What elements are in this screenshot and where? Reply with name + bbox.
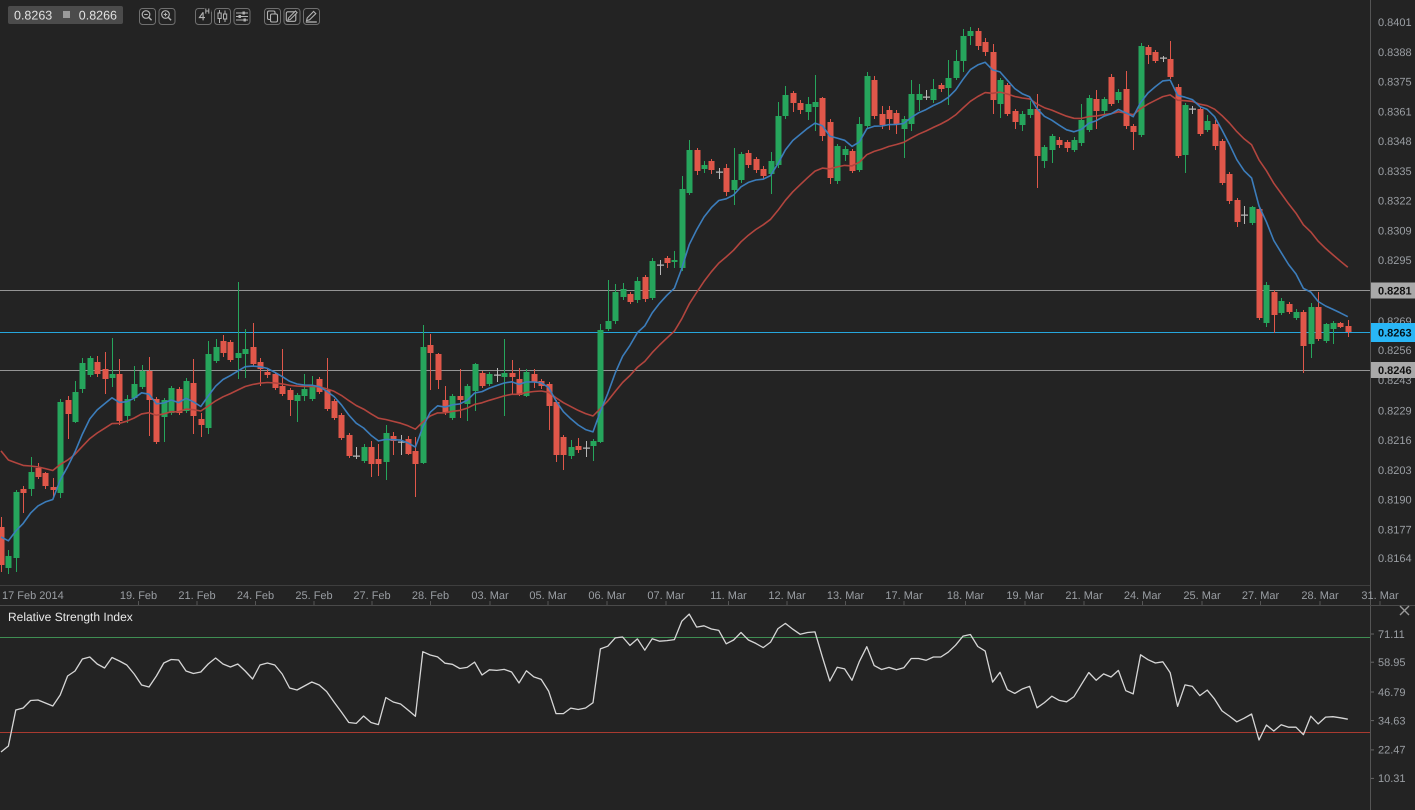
svg-text:18. Mar: 18. Mar xyxy=(947,590,985,602)
svg-text:71.11: 71.11 xyxy=(1378,629,1405,641)
svg-text:0.8177: 0.8177 xyxy=(1378,525,1412,537)
svg-text:0.8229: 0.8229 xyxy=(1378,405,1412,417)
svg-text:0.8256: 0.8256 xyxy=(1378,345,1412,357)
svg-text:25. Feb: 25. Feb xyxy=(295,590,332,602)
svg-text:0.8309: 0.8309 xyxy=(1378,225,1412,237)
svg-text:24. Mar: 24. Mar xyxy=(1124,590,1162,602)
svg-text:Relative Strength Index: Relative Strength Index xyxy=(8,610,133,624)
svg-text:0.8361: 0.8361 xyxy=(1378,106,1412,118)
svg-text:17. Mar: 17. Mar xyxy=(885,590,923,602)
svg-text:03. Mar: 03. Mar xyxy=(471,590,509,602)
svg-text:21. Mar: 21. Mar xyxy=(1065,590,1103,602)
svg-text:0.8164: 0.8164 xyxy=(1378,553,1412,565)
svg-text:0.8190: 0.8190 xyxy=(1378,495,1412,507)
svg-text:0.8348: 0.8348 xyxy=(1378,136,1412,148)
svg-text:0.8295: 0.8295 xyxy=(1378,255,1412,267)
svg-text:0.8401: 0.8401 xyxy=(1378,17,1412,29)
svg-text:22.47: 22.47 xyxy=(1378,745,1406,757)
svg-text:0.8246: 0.8246 xyxy=(1378,365,1412,377)
svg-text:24. Feb: 24. Feb xyxy=(237,590,274,602)
svg-text:0.8266: 0.8266 xyxy=(79,9,117,23)
svg-text:0.8281: 0.8281 xyxy=(1378,285,1412,297)
svg-text:06. Mar: 06. Mar xyxy=(588,590,626,602)
svg-text:46.79: 46.79 xyxy=(1378,687,1406,699)
svg-text:0.8203: 0.8203 xyxy=(1378,465,1412,477)
svg-text:19. Mar: 19. Mar xyxy=(1006,590,1044,602)
svg-text:21. Feb: 21. Feb xyxy=(178,590,215,602)
svg-text:0.8263: 0.8263 xyxy=(14,9,52,23)
svg-text:28. Mar: 28. Mar xyxy=(1301,590,1339,602)
svg-text:27. Feb: 27. Feb xyxy=(353,590,390,602)
svg-text:58.95: 58.95 xyxy=(1378,657,1406,669)
svg-text:0.8263: 0.8263 xyxy=(1378,327,1412,339)
svg-text:0.8216: 0.8216 xyxy=(1378,435,1412,447)
svg-text:19. Feb: 19. Feb xyxy=(120,590,157,602)
svg-text:13. Mar: 13. Mar xyxy=(827,590,865,602)
svg-text:0.8375: 0.8375 xyxy=(1378,77,1412,89)
svg-text:12. Mar: 12. Mar xyxy=(768,590,806,602)
svg-text:28. Feb: 28. Feb xyxy=(412,590,449,602)
svg-text:0.8322: 0.8322 xyxy=(1378,196,1412,208)
svg-text:10.31: 10.31 xyxy=(1378,773,1406,785)
svg-text:07. Mar: 07. Mar xyxy=(647,590,685,602)
svg-text:31. Mar: 31. Mar xyxy=(1361,590,1399,602)
svg-text:0.8388: 0.8388 xyxy=(1378,47,1412,59)
svg-text:17 Feb 2014: 17 Feb 2014 xyxy=(2,590,64,602)
svg-text:25. Mar: 25. Mar xyxy=(1183,590,1221,602)
svg-text:11. Mar: 11. Mar xyxy=(710,590,747,602)
svg-text:0.8335: 0.8335 xyxy=(1378,166,1412,178)
svg-text:27. Mar: 27. Mar xyxy=(1242,590,1280,602)
svg-text:34.63: 34.63 xyxy=(1378,715,1406,727)
svg-text:05. Mar: 05. Mar xyxy=(529,590,567,602)
